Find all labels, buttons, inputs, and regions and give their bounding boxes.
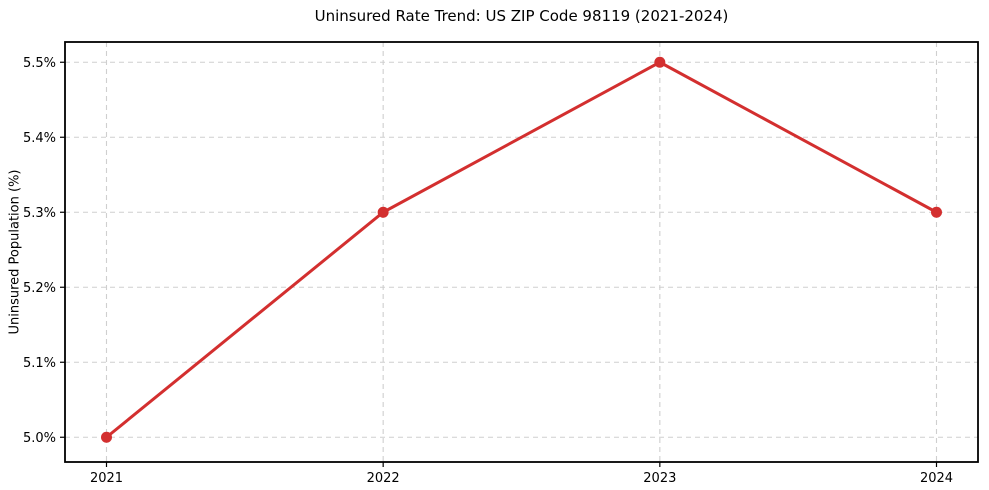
x-tick-label: 2021: [90, 471, 123, 486]
data-point-marker: [101, 431, 112, 443]
y-tick-label: 5.0%: [23, 431, 56, 446]
x-tick-label: 2023: [643, 471, 676, 486]
chart-title: Uninsured Rate Trend: US ZIP Code 98119 …: [314, 7, 729, 25]
y-tick-label: 5.4%: [23, 131, 56, 146]
plot-border: [64, 41, 979, 463]
x-tick-label: 2022: [367, 471, 400, 486]
trend-line: [105, 60, 938, 439]
data-point-marker: [377, 206, 389, 218]
y-tick-label: 5.1%: [23, 356, 56, 371]
x-tick-label: 2024: [920, 471, 953, 486]
y-tick-label: 5.3%: [23, 206, 56, 221]
data-point-marker: [654, 56, 666, 68]
data-point-marker: [931, 206, 942, 218]
y-tick-label: 5.5%: [23, 56, 56, 71]
y-tick-label: 5.2%: [23, 281, 56, 296]
